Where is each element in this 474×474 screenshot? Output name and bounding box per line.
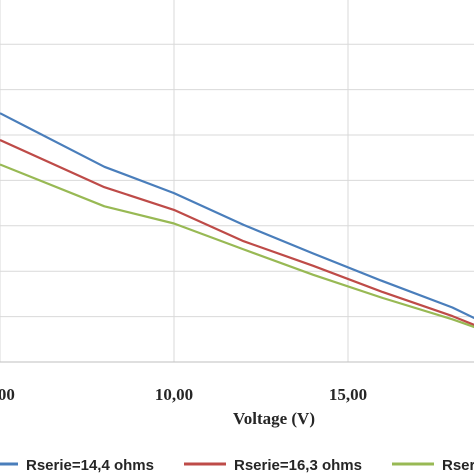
x-axis-title: Voltage (V)	[233, 409, 315, 428]
vertical-grid-lines	[0, 0, 349, 362]
x-tick-label: 10,00	[155, 385, 193, 404]
legend-label: Rserie=16,3 ohms	[234, 457, 362, 474]
series-line-2	[0, 138, 474, 327]
legend-label: Rserie=14,4 ohms	[26, 457, 154, 474]
x-tick-label: 5,00	[0, 385, 15, 404]
series-line-3	[0, 163, 474, 329]
x-tick-label: 15,00	[329, 385, 367, 404]
series-lines	[0, 112, 474, 329]
grid-lines	[0, 43, 474, 318]
x-tick-labels: 5,00 10,00 15,00	[0, 385, 367, 404]
series-line-1	[0, 112, 474, 320]
legend-label: Rserie=18,1 ohms	[442, 457, 474, 474]
legend: Rserie=14,4 ohms Rserie=16,3 ohms Rserie=1…	[0, 457, 474, 474]
